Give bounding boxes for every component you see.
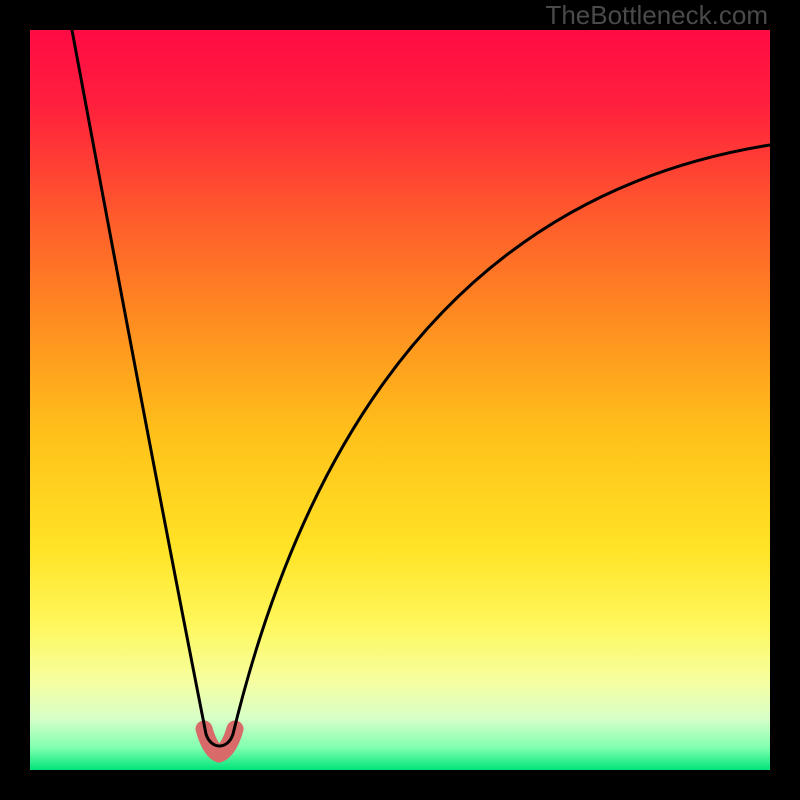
- chart-frame: TheBottleneck.com: [0, 0, 800, 800]
- curve-layer: [30, 30, 770, 770]
- bottleneck-curve: [72, 30, 770, 746]
- watermark-text: TheBottleneck.com: [545, 0, 768, 31]
